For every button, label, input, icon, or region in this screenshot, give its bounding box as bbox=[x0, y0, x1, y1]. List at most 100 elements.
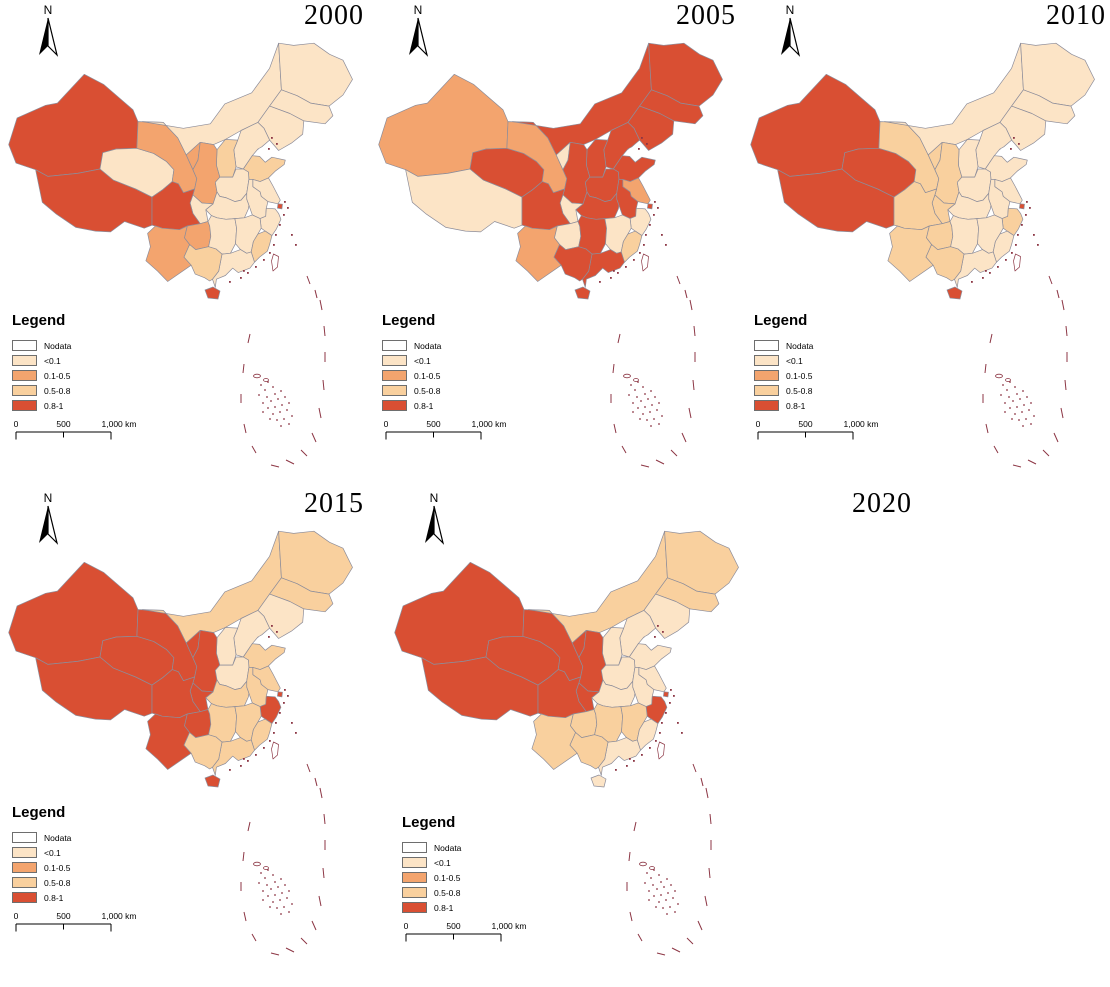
coastal-islet bbox=[283, 214, 285, 216]
sea-boundary-dash bbox=[621, 445, 627, 454]
province-shanxi bbox=[216, 139, 239, 178]
south-china-sea-islet bbox=[1011, 418, 1013, 420]
legend-item: 0.8-1 bbox=[12, 398, 162, 413]
svg-text:0: 0 bbox=[384, 419, 389, 429]
province-tibet bbox=[35, 168, 153, 233]
legend-label: 0.5-0.8 bbox=[44, 877, 71, 888]
coastal-islet bbox=[229, 769, 231, 771]
legend-label: 0.1-0.5 bbox=[44, 862, 71, 873]
sea-boundary-dash bbox=[628, 851, 631, 862]
sea-boundary-dash bbox=[323, 325, 326, 337]
legend-label: 0.5-0.8 bbox=[786, 385, 813, 396]
coastal-islet bbox=[626, 765, 628, 767]
south-china-sea-islet bbox=[272, 874, 274, 876]
south-china-sea-islet bbox=[1023, 404, 1025, 406]
coastal-islet bbox=[276, 631, 278, 633]
svg-text:0: 0 bbox=[756, 419, 761, 429]
coastal-islet bbox=[287, 695, 289, 697]
south-china-sea-islet bbox=[269, 906, 271, 908]
south-china-sea-islet bbox=[291, 903, 293, 905]
south-china-sea-islet bbox=[262, 411, 264, 413]
province-yunnan bbox=[887, 225, 934, 282]
coastal-islet bbox=[1010, 148, 1012, 150]
coastal-islet bbox=[1015, 244, 1017, 246]
south-china-sea-islet bbox=[654, 396, 656, 398]
south-china-sea-islet bbox=[262, 890, 264, 892]
south-china-sea-islet bbox=[674, 911, 676, 913]
legend-item: Nodata bbox=[754, 338, 904, 353]
coastal-islet bbox=[665, 712, 667, 714]
south-china-sea-islet bbox=[266, 884, 268, 886]
coastal-islet bbox=[247, 760, 249, 762]
sea-boundary-dash bbox=[1065, 325, 1068, 337]
south-china-sea-islet bbox=[656, 409, 658, 411]
coastal-islet bbox=[1033, 234, 1035, 236]
sea-boundary-dash bbox=[700, 777, 704, 787]
legend-label: 0.8-1 bbox=[786, 400, 806, 411]
coastal-islet bbox=[641, 137, 643, 139]
legend-swatch-mid bbox=[12, 862, 37, 873]
coastal-islet bbox=[639, 252, 641, 254]
north-arrow-icon: N bbox=[425, 491, 445, 545]
south-china-sea-islet bbox=[658, 402, 660, 404]
coastal-islet bbox=[662, 631, 664, 633]
south-china-sea-islet bbox=[267, 895, 269, 897]
south-china-sea-islet bbox=[286, 897, 288, 899]
south-china-sea-islet bbox=[1012, 400, 1014, 402]
legend-swatch-sandy bbox=[754, 385, 779, 396]
south-china-sea-islet bbox=[1004, 402, 1006, 404]
province-hainan bbox=[590, 774, 607, 788]
sea-boundary-dash bbox=[300, 937, 308, 945]
china-choropleth-map bbox=[750, 42, 1095, 468]
sea-boundary-dash bbox=[319, 299, 323, 311]
scale-bar-wrap: 0 500 1,000 km bbox=[12, 910, 152, 943]
sea-boundary-dash bbox=[251, 445, 257, 454]
coastal-islet bbox=[654, 201, 656, 203]
scale-bar-wrap: 0 500 1,000 km bbox=[402, 920, 542, 953]
coastal-islet bbox=[1005, 259, 1007, 261]
south-china-sea-islet bbox=[272, 413, 274, 415]
province-shanxi bbox=[216, 627, 239, 666]
sea-boundary-dash bbox=[322, 379, 325, 391]
south-china-sea-islet bbox=[637, 407, 639, 409]
legend-swatch-mid bbox=[382, 370, 407, 381]
south-china-sea-islet bbox=[279, 411, 281, 413]
province-shandong bbox=[242, 643, 286, 670]
south-china-sea-islet bbox=[280, 425, 282, 427]
province-hubei bbox=[575, 191, 620, 220]
legend-swatch-nodata bbox=[754, 340, 779, 351]
legend-label: <0.1 bbox=[44, 847, 61, 858]
sea-boundary-dash bbox=[993, 445, 999, 454]
coastal-islet bbox=[276, 143, 278, 145]
legend-swatch-nodata bbox=[12, 340, 37, 351]
south-china-sea-islet bbox=[1016, 406, 1018, 408]
legend-label: <0.1 bbox=[414, 355, 431, 366]
south-china-sea-islet bbox=[1002, 384, 1004, 386]
province-guangxi bbox=[183, 244, 223, 282]
legend-item: 0.8-1 bbox=[12, 890, 162, 905]
province-hunan bbox=[593, 703, 623, 743]
south-china-sea-islet bbox=[646, 872, 648, 874]
coastal-islet bbox=[295, 244, 297, 246]
province-taiwan bbox=[271, 253, 279, 272]
legend-label: 0.8-1 bbox=[434, 902, 454, 913]
south-china-sea-islet bbox=[628, 394, 630, 396]
china-choropleth-map bbox=[8, 42, 353, 468]
south-china-sea-islet bbox=[1004, 411, 1006, 413]
legend-title: Legend bbox=[12, 804, 66, 821]
province-tibet bbox=[35, 656, 153, 721]
south-china-sea-islet bbox=[669, 906, 671, 908]
legend-item: <0.1 bbox=[12, 353, 162, 368]
sea-boundary-dash bbox=[617, 333, 621, 344]
coastal-islet bbox=[295, 732, 297, 734]
sea-boundary-dash bbox=[686, 937, 694, 945]
sea-boundary-dash bbox=[656, 952, 666, 956]
legend-swatch-mid bbox=[12, 370, 37, 381]
south-china-sea-islet bbox=[1026, 396, 1028, 398]
sea-boundary-dash bbox=[989, 333, 993, 344]
sea-boundary-dash bbox=[242, 363, 245, 374]
small-island-outline bbox=[995, 373, 1003, 379]
sea-boundary-dash bbox=[247, 333, 251, 344]
scale-bar: 0 500 1,000 km bbox=[756, 419, 878, 440]
